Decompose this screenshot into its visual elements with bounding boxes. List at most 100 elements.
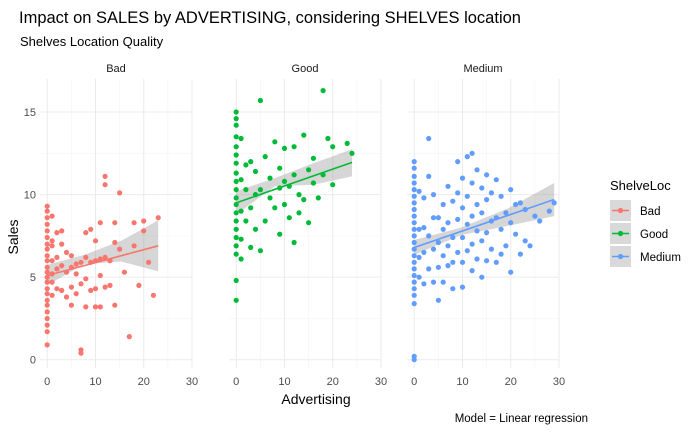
data-point [44, 208, 50, 214]
data-point [459, 234, 466, 241]
data-point [310, 155, 316, 161]
data-point [49, 258, 55, 264]
y-axis-title: Sales [5, 219, 21, 254]
chart-title: Impact on SALES by ADVERTISING, consider… [19, 9, 521, 27]
data-point [459, 259, 466, 265]
data-point [257, 187, 263, 193]
data-point [233, 134, 239, 140]
data-point [455, 159, 461, 165]
data-point [479, 185, 485, 191]
x-tick-label: 10 [278, 376, 290, 388]
data-point [421, 195, 427, 201]
data-point [493, 177, 499, 183]
data-point [44, 342, 50, 348]
data-point [54, 266, 60, 272]
data-point [281, 145, 288, 151]
data-point [469, 268, 475, 274]
data-point [277, 231, 283, 237]
data-point [488, 246, 494, 252]
data-point [517, 200, 524, 206]
data-point [411, 193, 417, 199]
data-point [121, 269, 127, 275]
data-point [479, 274, 485, 280]
x-axis-ticks: 0 10 20 30 0 10 20 30 0 10 20 30 [44, 376, 565, 388]
data-point [44, 241, 50, 247]
data-point [411, 226, 417, 232]
data-point [344, 140, 350, 146]
data-point [411, 180, 417, 186]
x-tick-label: 10 [89, 376, 101, 388]
data-point [146, 259, 152, 265]
data-point [233, 178, 239, 184]
data-point [426, 233, 432, 239]
y-tick-label: 10 [24, 190, 36, 202]
data-point [248, 244, 254, 250]
data-point [102, 182, 108, 188]
data-point [445, 220, 451, 226]
data-point [233, 160, 239, 166]
data-point [411, 266, 417, 272]
data-point [44, 329, 50, 335]
y-tick-label: 0 [30, 355, 36, 367]
data-point [131, 220, 137, 226]
data-point [484, 197, 490, 203]
data-point [286, 215, 292, 221]
data-point [411, 206, 417, 213]
data-point [416, 254, 422, 260]
legend-title: ShelveLoc [610, 178, 671, 193]
data-point [513, 201, 519, 208]
data-point [257, 248, 263, 254]
data-point [233, 210, 239, 216]
data-point [464, 248, 470, 254]
data-point [88, 287, 94, 293]
data-point [488, 190, 494, 196]
data-point [97, 272, 103, 279]
data-point [88, 226, 94, 232]
data-point [464, 221, 470, 227]
data-point [474, 256, 480, 262]
data-point [63, 249, 70, 255]
data-point [243, 218, 249, 224]
data-point [44, 279, 50, 285]
data-point [233, 277, 239, 284]
data-point [450, 198, 456, 204]
legend-label: Bad [640, 206, 660, 218]
data-point [78, 350, 84, 356]
y-tick-label: 5 [30, 272, 36, 284]
data-point [97, 220, 103, 226]
data-point [243, 187, 249, 193]
confidence-band [414, 183, 555, 255]
data-point [430, 279, 437, 285]
data-point [445, 183, 451, 189]
data-point [248, 159, 254, 165]
data-point [474, 201, 480, 208]
data-point [97, 304, 103, 310]
data-point [233, 152, 239, 158]
data-point [459, 284, 466, 290]
data-point [440, 226, 446, 232]
data-point [44, 215, 50, 221]
data-point [455, 249, 461, 255]
data-point [78, 259, 84, 265]
x-tick-label: 20 [138, 376, 150, 388]
data-point [68, 284, 74, 290]
data-point [291, 172, 297, 178]
data-point [262, 154, 268, 160]
data-point [44, 291, 50, 297]
data-point [484, 258, 490, 264]
data-point [411, 233, 417, 239]
data-point [44, 258, 50, 264]
data-point [238, 236, 244, 242]
y-tick-label: 15 [24, 107, 36, 119]
data-point [469, 213, 475, 219]
data-point [503, 243, 509, 249]
data-point [68, 302, 74, 308]
data-point [296, 210, 302, 216]
data-point [416, 188, 422, 194]
legend-label: Good [640, 229, 668, 241]
data-point [440, 253, 446, 259]
chart-caption: Model = Linear regression [455, 413, 588, 425]
data-point [426, 135, 432, 142]
data-point [233, 109, 239, 115]
